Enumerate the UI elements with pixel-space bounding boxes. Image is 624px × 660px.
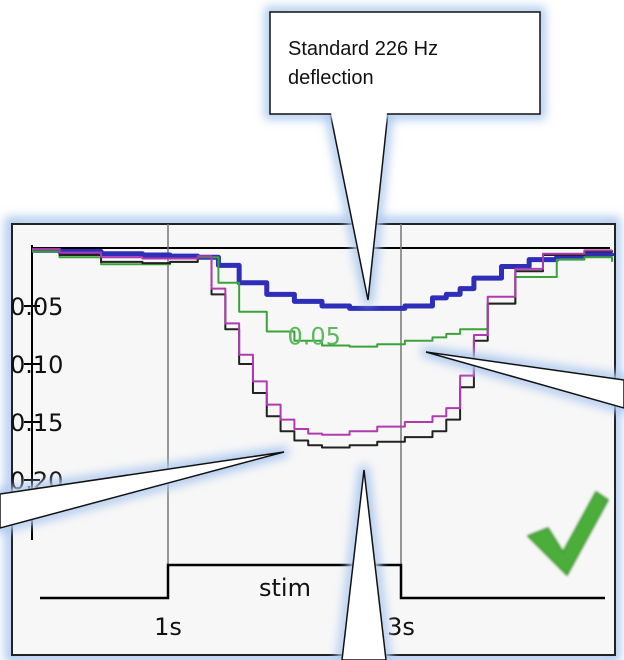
inline-value-label: 0.05 — [287, 322, 340, 350]
x-tick-label: 1s — [154, 613, 182, 641]
callout-top-box — [269, 11, 541, 115]
series-group — [32, 247, 615, 449]
callout-top-line2: deflection — [288, 67, 374, 89]
stimulus-trace: stim — [40, 563, 605, 602]
stimulus-label: stim — [259, 574, 311, 602]
callout-top-line1: Standard 226 Hz — [288, 38, 438, 60]
y-tick-label: 0.10 — [10, 351, 63, 379]
y-tick-label: 0.15 — [10, 409, 63, 437]
x-axis-ticks: 1s 3s — [154, 613, 415, 641]
callout-pointer-left — [0, 447, 289, 533]
series-line-4 — [32, 248, 612, 436]
check-mark-icon — [526, 490, 609, 577]
plot-frame — [11, 223, 616, 656]
series-line-1 — [32, 247, 615, 311]
callout-pointer-right — [421, 347, 624, 413]
callout-top: Standard 226 Hz deflection — [265, 7, 545, 250]
callout-pointer-bottom — [337, 465, 391, 660]
y-tick-label: 0.05 — [10, 293, 63, 321]
x-tick-label: 3s — [387, 613, 415, 641]
